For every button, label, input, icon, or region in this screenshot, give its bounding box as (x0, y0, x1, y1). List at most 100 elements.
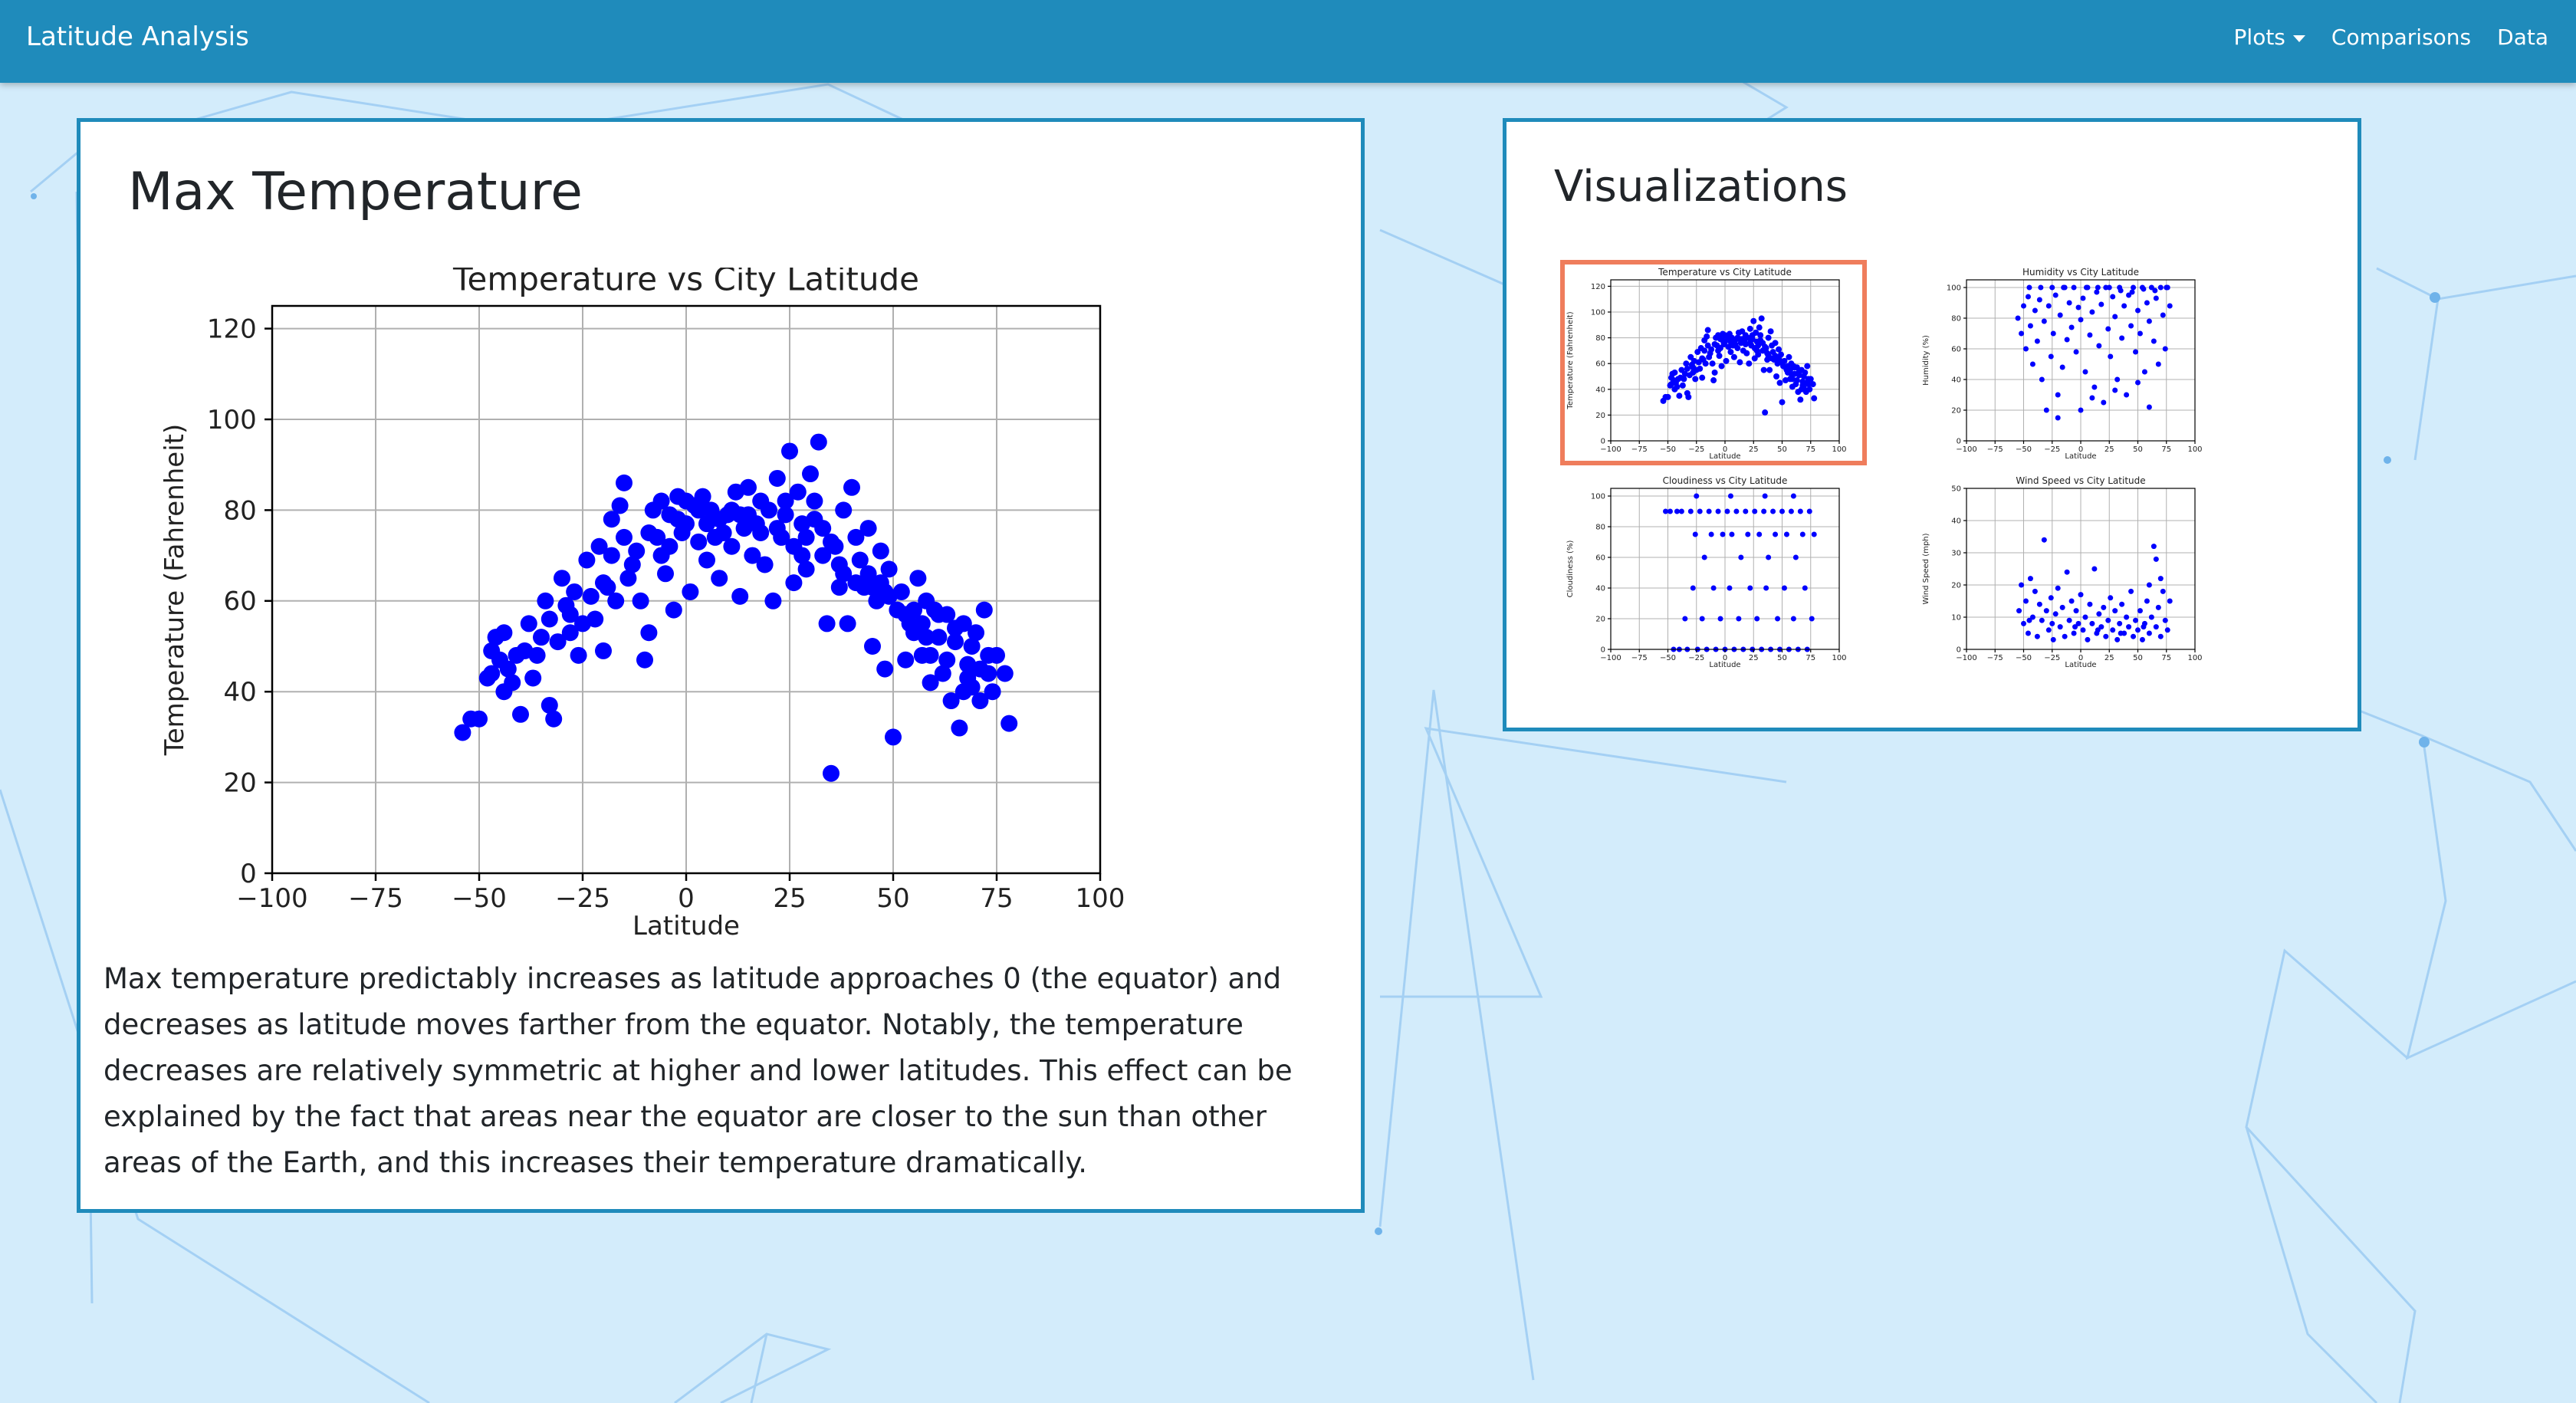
data-point (947, 619, 964, 637)
data-point (1727, 493, 1733, 499)
data-point (1727, 585, 1733, 591)
thumbnail-temperature[interactable]: −100 −75 −50 −25 0 25 50 75 100 0 20 40 60 80 100 120 Te… (1560, 260, 1867, 465)
data-point (1727, 349, 1734, 356)
chart-title: Temperature vs City Latitude (1658, 267, 1792, 278)
x-tick-label: 75 (1806, 445, 1815, 454)
data-point (880, 560, 898, 578)
data-point (1766, 366, 1773, 373)
caret-down-icon[interactable] (2292, 34, 2305, 42)
nav-plots-label[interactable]: Plots (2233, 25, 2285, 50)
visualizations-panel: Visualizations −100 −75 −50 −25 0 25 50 75 100 0 2… (1503, 118, 2361, 731)
data-point (996, 665, 1014, 682)
data-point (2034, 338, 2040, 344)
data-point (1745, 531, 1751, 537)
data-point (2068, 324, 2075, 330)
thumbnail-wind-speed[interactable]: −100 −75 −50 −25 0 25 50 75 100 0 10 20 30 40 50 Wind S… (1921, 473, 2218, 669)
data-point (2112, 608, 2118, 614)
data-point (2036, 601, 2042, 607)
data-point (540, 696, 558, 714)
data-point (2029, 361, 2036, 367)
data-point (918, 629, 935, 646)
y-tick-label: 20 (1595, 616, 1605, 624)
temperature-chart: −100 −75 −50 −25 0 25 50 75 100 0 20 40 60 80 100 120 Te… (159, 268, 1125, 941)
data-point (2160, 312, 2166, 318)
data-point (1694, 493, 1700, 499)
data-point (578, 551, 596, 569)
data-point (847, 574, 865, 592)
data-point (2091, 566, 2098, 572)
data-point (1001, 715, 1018, 732)
data-point (847, 528, 865, 546)
data-point (2121, 303, 2128, 309)
data-point (1710, 585, 1717, 591)
chart-title: Cloudiness vs City Latitude (1663, 475, 1788, 486)
y-tick-label: 40 (1951, 518, 1961, 526)
data-point (2025, 294, 2031, 300)
data-point (2055, 415, 2061, 421)
y-tick-label: 100 (1947, 284, 1961, 293)
data-point (930, 606, 948, 623)
data-point (611, 497, 629, 514)
data-point (2073, 349, 2079, 355)
x-tick-label: 25 (1749, 445, 1759, 454)
data-point (499, 660, 517, 678)
x-tick-label: −50 (1660, 445, 1676, 454)
data-point (2089, 309, 2095, 315)
data-point (764, 592, 782, 610)
data-point (2057, 624, 2063, 630)
x-tick-label: 100 (1832, 654, 1846, 662)
data-point (984, 683, 1001, 701)
data-point (2128, 588, 2134, 594)
data-point (652, 492, 670, 510)
data-point (2043, 608, 2049, 614)
data-point (1760, 366, 1767, 373)
thumbnail-humidity[interactable]: −100 −75 −50 −25 0 25 50 75 100 0 20 40 60 80 100 Humid… (1921, 264, 2218, 461)
data-point (1723, 357, 1730, 364)
data-point (2128, 323, 2134, 329)
data-point (864, 638, 881, 655)
data-point (768, 520, 786, 537)
data-point (1773, 373, 1780, 380)
y-tick-label: 80 (224, 495, 257, 526)
brand-link[interactable]: Latitude Analysis (26, 21, 249, 52)
y-tick-label: 120 (207, 314, 257, 345)
data-point (1790, 493, 1796, 499)
data-point (1747, 585, 1753, 591)
data-point (2064, 337, 2070, 343)
data-point (2105, 326, 2111, 332)
data-point (2075, 620, 2082, 626)
x-tick-label: 25 (1749, 654, 1759, 662)
data-point (752, 524, 770, 541)
nav-plots-dropdown[interactable]: Plots (2234, 25, 2305, 50)
data-point (1811, 531, 1817, 537)
data-point (2019, 582, 2025, 588)
data-point (1750, 317, 1757, 324)
data-point (2041, 318, 2047, 324)
data-point (810, 433, 827, 451)
data-point (2126, 292, 2132, 298)
data-point (2045, 303, 2052, 309)
data-point (922, 674, 939, 692)
data-point (2089, 620, 2095, 626)
data-point (1720, 337, 1727, 343)
data-point (504, 674, 521, 692)
x-tick-label: −100 (1956, 654, 1976, 662)
data-point (859, 565, 877, 583)
data-point (781, 442, 798, 460)
data-point (590, 537, 608, 555)
data-point (2118, 288, 2124, 294)
y-tick-label: 0 (1957, 438, 1961, 446)
data-point (968, 624, 984, 642)
nav-data[interactable]: Data (2497, 25, 2548, 50)
data-point (616, 528, 632, 546)
nav-comparisons[interactable]: Comparisons (2331, 25, 2472, 50)
thumbnail-cloudiness[interactable]: −100 −75 −50 −25 0 25 50 75 100 0 20 40 60 80 100 Cloud… (1565, 473, 1862, 669)
data-point (2082, 614, 2088, 620)
data-point (1746, 325, 1753, 332)
x-tick-label: −100 (1956, 445, 1976, 454)
data-point (2157, 576, 2164, 582)
data-point (2137, 330, 2143, 337)
data-point (872, 574, 889, 592)
data-point (723, 537, 741, 555)
data-point (1762, 493, 1768, 499)
